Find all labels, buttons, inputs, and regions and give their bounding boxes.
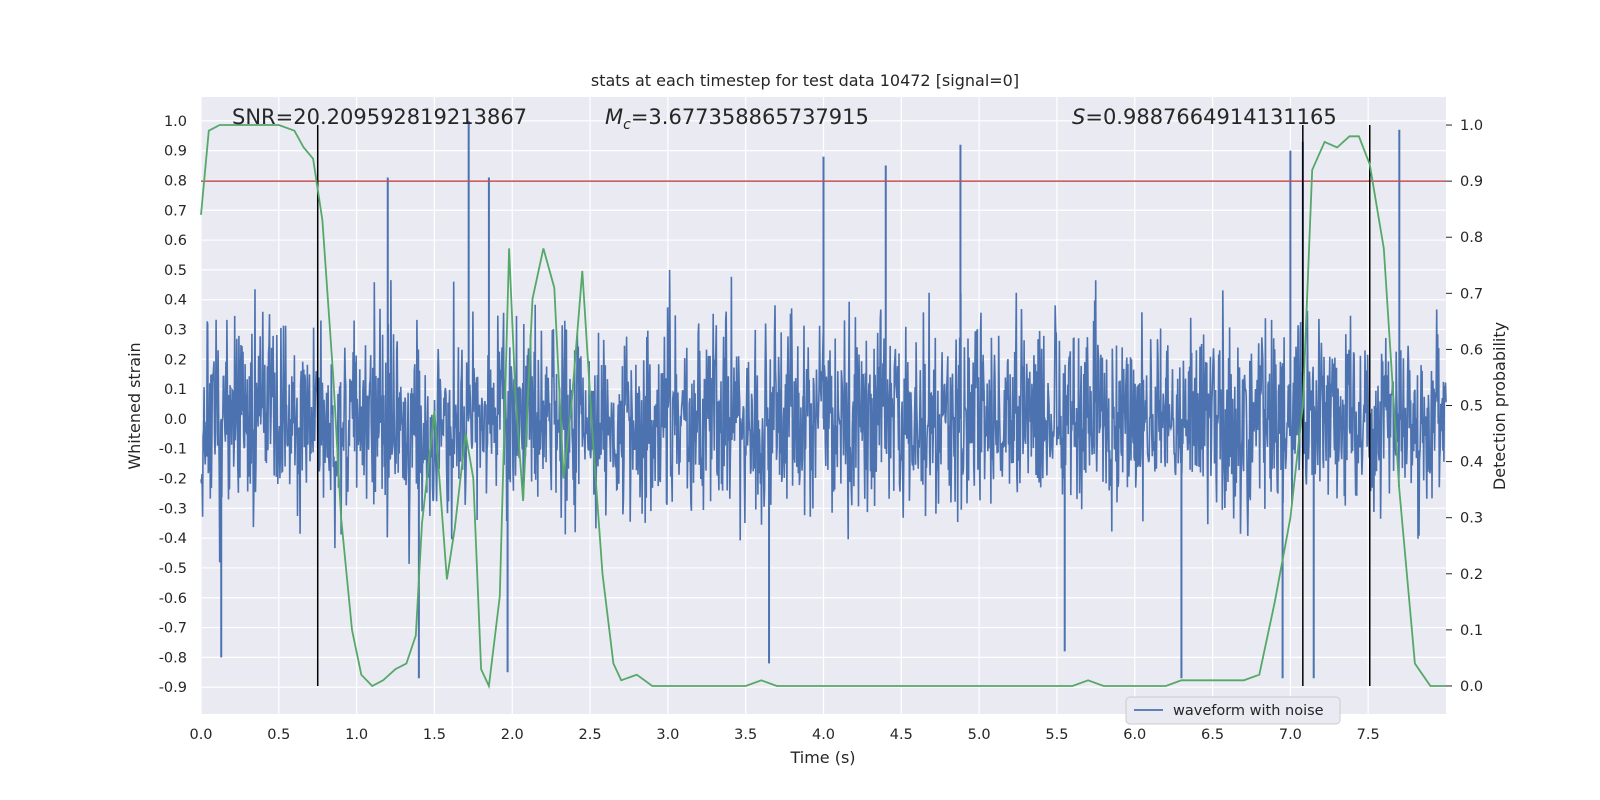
legend-waveform-label: waveform with noise — [1173, 703, 1324, 719]
y-left-tick-label: -0.6 — [159, 591, 187, 607]
score-symbol: S — [1072, 105, 1085, 129]
x-tick-label: 5.5 — [1045, 727, 1068, 743]
y-left-tick-label: -0.2 — [159, 472, 187, 488]
x-tick-label: 0.0 — [189, 727, 212, 743]
y-left-tick-label: 0.6 — [164, 233, 187, 249]
y-left-tick-label: 0.3 — [164, 322, 187, 338]
y-left-tick-label: 1.0 — [164, 114, 187, 130]
y-right-tick-label: 0.1 — [1460, 623, 1483, 639]
probability-line — [200, 124, 1446, 690]
x-tick-label: 0.5 — [267, 727, 290, 743]
y-left-tick-label: 0.7 — [164, 203, 187, 219]
x-tick-label: 5.0 — [968, 727, 991, 743]
y-left-tick-label: -0.1 — [159, 442, 187, 458]
y-axis-left-label: Whitened strain — [125, 342, 144, 469]
y-right-tick-label: 1.0 — [1460, 118, 1483, 134]
y-right-tick-label: 0.4 — [1460, 455, 1483, 471]
x-tick-label: 4.0 — [812, 727, 835, 743]
score-annotation: S=0.9887664914131165 — [1072, 105, 1337, 129]
y-right-tick-label: 0.5 — [1460, 399, 1483, 415]
chirp-mass-subscript: c — [623, 117, 631, 133]
y-left-tick-label: 0.8 — [164, 173, 187, 189]
x-tick-label: 6.0 — [1123, 727, 1146, 743]
score-value: =0.9887664914131165 — [1085, 105, 1336, 129]
y-right-tick-label: 0.2 — [1460, 567, 1483, 583]
x-tick-label: 1.0 — [345, 727, 368, 743]
chirp-mass-value: =3.677358865737915 — [631, 105, 869, 129]
chirp-mass-annotation: Mc=3.677358865737915 — [605, 105, 869, 133]
y-left-tick-label: 0.2 — [164, 352, 187, 368]
x-tick-label: 3.0 — [656, 727, 679, 743]
x-tick-label: 7.0 — [1279, 727, 1302, 743]
chart-title: stats at each timestep for test data 104… — [591, 71, 1019, 90]
y-right-tick-label: 0.8 — [1460, 230, 1483, 246]
y-right-tick-label: 0.0 — [1460, 679, 1483, 695]
y-left-tick-label: 0.5 — [164, 263, 187, 279]
chirp-mass-symbol: M — [605, 105, 623, 129]
x-tick-label: 2.0 — [501, 727, 524, 743]
y-left-tick-label: 0.9 — [164, 144, 187, 160]
y-left-tick-label: -0.8 — [159, 650, 187, 666]
y-left-tick-label: -0.7 — [159, 621, 187, 637]
y-right-tick-label: 0.3 — [1460, 511, 1483, 527]
y-left-tick-label: -0.4 — [159, 531, 187, 547]
x-tick-label: 1.5 — [423, 727, 446, 743]
x-tick-label: 3.5 — [734, 727, 757, 743]
probability-series — [200, 124, 1446, 690]
y-left-tick-label: 0.1 — [164, 382, 187, 398]
x-axis-label: Time (s) — [789, 748, 855, 767]
x-tick-label: 7.5 — [1357, 727, 1380, 743]
y-left-tick-label: -0.5 — [159, 561, 187, 577]
y-axis-right-label: Detection probability — [1490, 322, 1509, 490]
y-right-tick-label: 0.9 — [1460, 174, 1483, 190]
y-left-tick-label: 0.4 — [164, 293, 187, 309]
y-left-tick-label: -0.9 — [159, 680, 187, 696]
snr-annotation: SNR=20.209592819213867 — [232, 105, 527, 129]
y-right-tick-label: 0.7 — [1460, 286, 1483, 302]
legend: waveform with noise — [1125, 696, 1341, 725]
y-right-tick-label: 0.6 — [1460, 342, 1483, 358]
x-tick-label: 2.5 — [579, 727, 602, 743]
y-left-tick-label: -0.3 — [159, 501, 187, 517]
x-tick-label: 6.5 — [1201, 727, 1224, 743]
x-tick-label: 4.5 — [890, 727, 913, 743]
waveform-series — [200, 120, 1447, 679]
y-left-tick-label: 0.0 — [164, 412, 187, 428]
legend-box — [1125, 696, 1341, 725]
